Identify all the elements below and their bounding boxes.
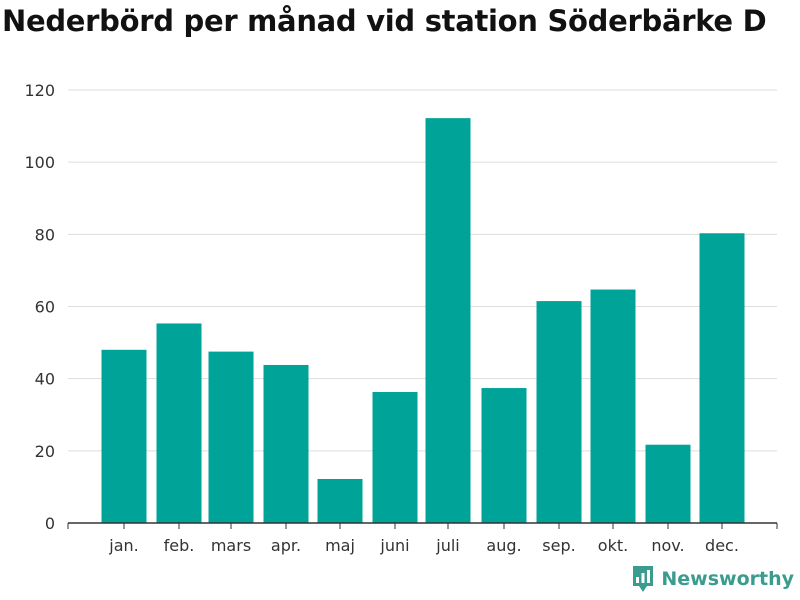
y-axis-ticks: 0 20 40 60 80 100 120 bbox=[24, 81, 55, 533]
x-tick-label: apr. bbox=[271, 536, 301, 555]
x-tick-label: juni bbox=[379, 536, 409, 555]
x-axis-ticks: jan. feb. mars apr. maj juni juli aug. sep. okt. n… bbox=[67, 523, 778, 555]
y-tick-label: 40 bbox=[35, 370, 55, 389]
y-tick-label: 0 bbox=[45, 514, 55, 533]
brand-name: Newsworthy bbox=[661, 568, 794, 590]
bar-dec bbox=[699, 233, 745, 523]
bar-sep bbox=[536, 301, 582, 523]
bar-juli bbox=[425, 118, 471, 524]
x-tick-label: maj bbox=[325, 536, 355, 555]
y-tick-label: 100 bbox=[24, 153, 55, 172]
x-tick-label: mars bbox=[211, 536, 251, 555]
bar-okt bbox=[590, 289, 636, 523]
x-tick-label: jan. bbox=[108, 536, 138, 555]
x-tick-label: aug. bbox=[486, 536, 521, 555]
newsworthy-brand: Newsworthy bbox=[631, 564, 794, 594]
y-tick-label: 80 bbox=[35, 225, 55, 244]
x-tick-label: feb. bbox=[164, 536, 195, 555]
x-tick-label: dec. bbox=[705, 536, 739, 555]
bar-aug bbox=[481, 388, 527, 523]
y-tick-label: 60 bbox=[35, 298, 55, 317]
bar-nov bbox=[645, 444, 691, 523]
bar-feb bbox=[156, 323, 202, 523]
y-tick-label: 20 bbox=[35, 442, 55, 461]
chart-title: Nederbörd per månad vid station Söderbär… bbox=[2, 4, 767, 38]
bar-jan bbox=[101, 349, 147, 523]
x-tick-label: juli bbox=[435, 536, 459, 555]
x-tick-label: nov. bbox=[651, 536, 684, 555]
x-tick-label: sep. bbox=[542, 536, 575, 555]
bar-juni bbox=[372, 392, 418, 523]
newsworthy-logo-icon bbox=[633, 566, 654, 592]
bars bbox=[101, 118, 745, 524]
bar-maj bbox=[317, 478, 363, 523]
y-tick-label: 120 bbox=[24, 81, 55, 100]
bar-apr bbox=[263, 364, 309, 523]
x-tick-label: okt. bbox=[598, 536, 628, 555]
bar-mars bbox=[208, 351, 254, 523]
